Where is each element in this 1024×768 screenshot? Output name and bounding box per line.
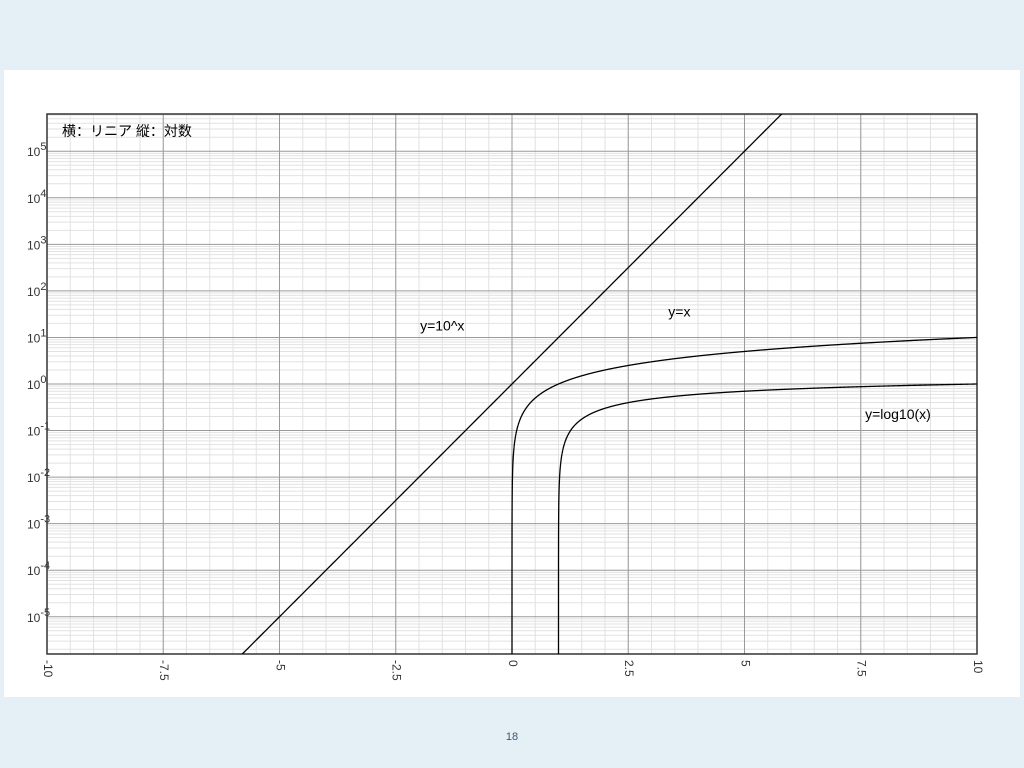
x-tick-label: -10 [41, 660, 55, 678]
series-line-2 [511, 336, 977, 654]
axis-scale-annotation: 横：リニア 縦：対数 [62, 123, 192, 139]
y-tick-label: 10-4 [27, 560, 50, 578]
y-tick-label: 103 [27, 234, 46, 252]
x-tick-label: -2.5 [390, 660, 404, 681]
x-tick-label: -5 [273, 660, 287, 671]
y-tick-label: 10-2 [27, 467, 50, 485]
y-tick-label: 104 [27, 188, 46, 206]
y-tick-label: 102 [27, 281, 46, 299]
y-tick-label: 10-3 [27, 514, 50, 532]
y-tick-label: 105 [27, 141, 46, 159]
y-tick-label: 101 [27, 327, 46, 345]
log-linear-chart: -10 -7.5 -5 -2.5 0 2.5 5 7.5 10 10-5 10-4 10-3 10-2 1… [27, 113, 985, 681]
series-label: y=10^x [420, 317, 464, 333]
series-line-1 [241, 114, 783, 654]
slide: -10 -7.5 -5 -2.5 0 2.5 5 7.5 10 10-5 10-4 10-3 10-2 1… [4, 70, 1020, 697]
x-tick-label: -7.5 [157, 660, 171, 681]
series-label: y=log10(x) [865, 406, 931, 422]
series-label: y=x [668, 304, 690, 320]
series-line-3 [557, 383, 977, 654]
page-number: 18 [505, 731, 519, 743]
y-tick-label: 10-1 [27, 421, 50, 439]
x-tick-label: 10 [971, 660, 985, 674]
x-tick-label: 7.5 [855, 660, 869, 677]
x-tick-label: 5 [738, 660, 752, 667]
y-tick-label: 100 [27, 374, 46, 392]
x-tick-label: 2.5 [622, 660, 636, 677]
y-tick-label: 10-5 [27, 607, 50, 625]
x-tick-label: 0 [506, 660, 520, 667]
